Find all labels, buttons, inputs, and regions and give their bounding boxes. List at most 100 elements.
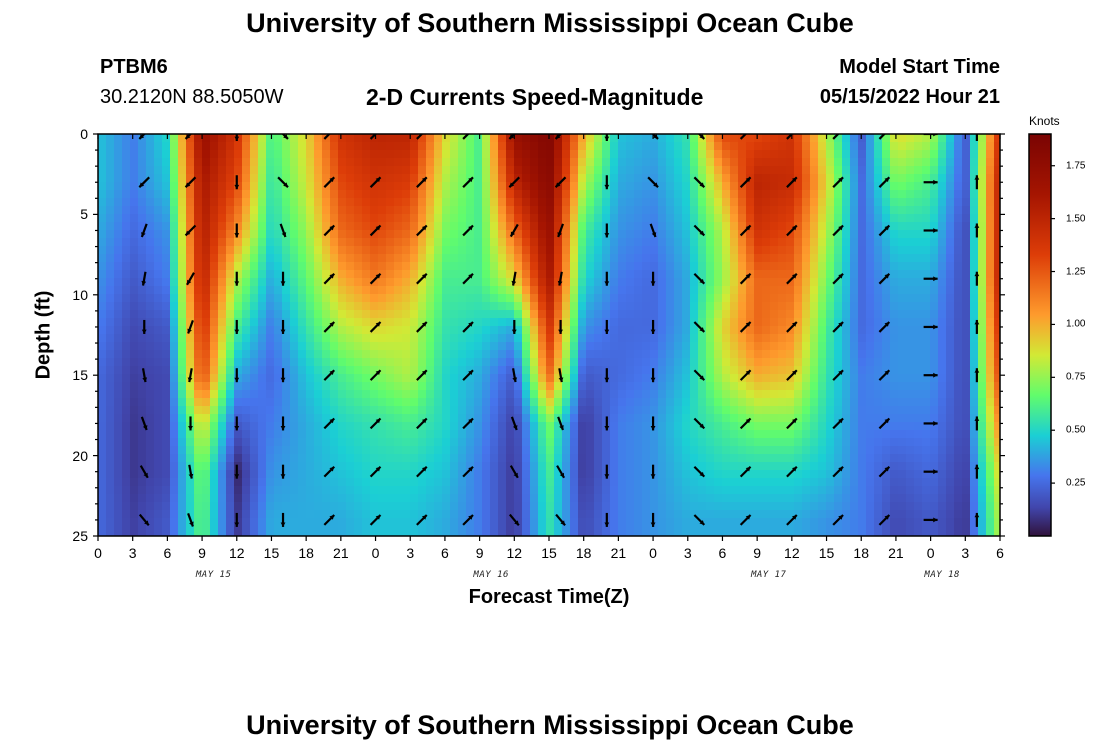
heat-cell: [106, 230, 115, 239]
heat-cell: [834, 478, 843, 487]
heat-cell: [594, 486, 603, 495]
heat-cell: [242, 470, 251, 479]
heat-cell: [290, 534, 299, 536]
heat-cell: [610, 510, 619, 519]
heat-cell: [418, 270, 427, 279]
heat-cell: [506, 422, 515, 431]
heat-cell: [698, 406, 707, 415]
heat-cell: [410, 462, 419, 471]
heat-cell: [298, 158, 307, 167]
heat-cell: [242, 358, 251, 367]
heat-cell: [570, 350, 579, 359]
heat-cell: [826, 414, 835, 423]
heat-cell: [210, 318, 219, 327]
heat-cell: [138, 366, 147, 375]
heat-cell: [186, 318, 195, 327]
heat-cell: [874, 294, 883, 303]
heat-cell: [458, 406, 467, 415]
heat-cell: [682, 422, 691, 431]
heat-cell: [178, 190, 187, 199]
heat-cell: [98, 462, 107, 471]
heat-cell: [362, 262, 371, 271]
heat-cell: [666, 150, 675, 159]
heat-cell: [738, 334, 747, 343]
heat-cell: [514, 486, 523, 495]
heat-cell: [178, 318, 187, 327]
heat-cell: [186, 174, 195, 183]
heat-cell: [362, 238, 371, 247]
heat-cell: [690, 518, 699, 527]
heat-cell: [98, 366, 107, 375]
heat-cell: [634, 446, 643, 455]
heat-cell: [642, 190, 651, 199]
heat-cell: [682, 366, 691, 375]
heat-cell: [386, 198, 395, 207]
heat-cell: [234, 166, 243, 175]
heat-cell: [394, 230, 403, 239]
heat-cell: [746, 190, 755, 199]
heat-cell: [706, 310, 715, 319]
heat-cell: [554, 326, 563, 335]
heat-cell: [722, 222, 731, 231]
heat-cell: [506, 350, 515, 359]
heat-cell: [714, 518, 723, 527]
heat-cell: [762, 382, 771, 391]
heat-cell: [642, 406, 651, 415]
heat-cell: [322, 270, 331, 279]
heat-cell: [146, 166, 155, 175]
heat-cell: [610, 318, 619, 327]
heat-cell: [290, 502, 299, 511]
heat-cell: [338, 438, 347, 447]
heat-cell: [258, 142, 267, 151]
heat-cell: [554, 158, 563, 167]
heat-cell: [626, 230, 635, 239]
heat-cell: [570, 302, 579, 311]
heat-cell: [418, 438, 427, 447]
heat-cell: [450, 270, 459, 279]
heat-cell: [826, 398, 835, 407]
heat-cell: [298, 318, 307, 327]
heat-cell: [330, 254, 339, 263]
heat-cell: [122, 326, 131, 335]
heat-cell: [226, 230, 235, 239]
heat-cell: [450, 134, 459, 143]
heat-cell: [434, 182, 443, 191]
heat-cell: [306, 398, 315, 407]
heat-cell: [410, 534, 419, 536]
heat-cell: [114, 174, 123, 183]
heat-cell: [194, 478, 203, 487]
heat-cell: [170, 238, 179, 247]
heat-cell: [338, 142, 347, 151]
heat-cell: [282, 414, 291, 423]
heat-cell: [346, 150, 355, 159]
heat-cell: [458, 414, 467, 423]
heat-cell: [154, 182, 163, 191]
heat-cell: [370, 494, 379, 503]
heat-cell: [610, 454, 619, 463]
heat-cell: [850, 270, 859, 279]
heat-cell: [522, 430, 531, 439]
heat-cell: [506, 334, 515, 343]
heat-cell: [554, 478, 563, 487]
heat-cell: [834, 534, 843, 536]
heat-cell: [522, 254, 531, 263]
heat-cell: [202, 134, 211, 143]
heat-cell: [714, 454, 723, 463]
heat-cell: [682, 238, 691, 247]
heat-cell: [626, 222, 635, 231]
heat-cell: [186, 286, 195, 295]
heat-cell: [218, 414, 227, 423]
heat-cell: [138, 438, 147, 447]
heat-cell: [378, 270, 387, 279]
heat-cell: [226, 446, 235, 455]
heat-cell: [642, 278, 651, 287]
heat-cell: [538, 390, 547, 399]
heat-cell: [634, 174, 643, 183]
heat-cell: [602, 454, 611, 463]
heat-cell: [266, 142, 275, 151]
heat-cell: [826, 190, 835, 199]
heat-cell: [746, 366, 755, 375]
heat-cell: [250, 190, 259, 199]
heat-cell: [306, 390, 315, 399]
heat-cell: [794, 454, 803, 463]
